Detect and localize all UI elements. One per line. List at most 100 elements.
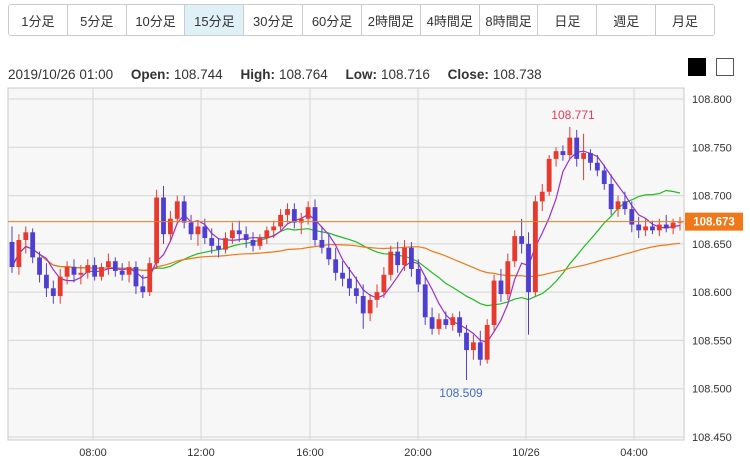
candle (484, 319, 490, 364)
candle-body (216, 245, 222, 250)
ohlc-readout: 2019/10/26 01:00 Open: 108.744 High: 108.7… (8, 67, 542, 82)
candle-body (532, 201, 538, 293)
candle-body (581, 153, 586, 159)
candle (9, 226, 15, 273)
candle-body (347, 278, 352, 289)
candle-body (312, 207, 318, 240)
timeframe-tab-9[interactable]: 日足 (538, 5, 598, 35)
candle (663, 214, 669, 233)
y-tick-label: 108.650 (692, 239, 732, 251)
candle (291, 203, 297, 229)
candle (526, 232, 531, 335)
timeframe-tab-7[interactable]: 4時間足 (420, 5, 480, 35)
candle-body (188, 222, 194, 235)
candle (147, 257, 153, 297)
light-theme-toggle[interactable] (716, 58, 734, 76)
candle (615, 195, 621, 217)
candle-body (367, 299, 373, 314)
candle (636, 216, 642, 239)
timeframe-tab-5[interactable]: 60分足 (303, 5, 362, 35)
candle (92, 257, 98, 281)
candle-body (30, 232, 36, 258)
candle (78, 265, 84, 285)
candle (470, 334, 476, 360)
candle-body (99, 267, 104, 277)
y-tick-label: 108.500 (692, 384, 732, 396)
candle (622, 191, 628, 215)
timeframe-tab-8[interactable]: 8時間足 (479, 5, 539, 35)
candle-body (477, 342, 483, 360)
candle (581, 133, 586, 181)
candle (477, 330, 483, 366)
timeframe-tabs: 1分足 5分足 10分足 15分足 30分足 60分足 2時間足 4時間足 8時間足 日足 週足 月足 (8, 4, 715, 36)
candle (312, 199, 318, 246)
y-tick-label: 108.750 (692, 142, 732, 154)
min-price-annotation: 108.509 (439, 386, 483, 400)
candle-body (16, 239, 22, 268)
candle (250, 232, 256, 252)
timeframe-tab-0[interactable]: 1分足 (9, 5, 68, 35)
candle (629, 201, 635, 233)
timeframe-tab-6[interactable]: 2時間足 (361, 5, 421, 35)
candle (512, 230, 518, 268)
x-tick-label: 12:00 (187, 447, 215, 459)
candle-body (402, 247, 407, 266)
timeframe-tab-10[interactable]: 週足 (597, 5, 657, 35)
candle (567, 127, 573, 159)
timeframe-tab-3[interactable]: 15分足 (185, 5, 245, 35)
timeframe-tab-1[interactable]: 5分足 (67, 5, 127, 35)
open-label: Open: (130, 67, 170, 82)
candle-body (181, 201, 187, 223)
candle (553, 147, 559, 167)
timeframe-tab-4[interactable]: 30分足 (244, 5, 304, 35)
candle (333, 247, 339, 281)
candle (106, 253, 111, 275)
candle (422, 276, 428, 325)
y-axis: 108.800 108.750 108.700 108.650 108.600 108.5… (692, 94, 732, 444)
x-tick-label: 04:00 (620, 447, 648, 459)
price-badge (685, 212, 743, 231)
candle-body (271, 226, 277, 231)
candle (174, 195, 180, 225)
candle (44, 263, 49, 297)
candle (23, 226, 29, 254)
candle-body (450, 317, 456, 325)
y-tick-label: 108.700 (692, 191, 732, 203)
candle-body (195, 226, 201, 235)
candle-body (92, 265, 98, 277)
moving-averages (11, 150, 681, 343)
candle-body (236, 230, 242, 235)
timeframe-tab-2[interactable]: 10分足 (126, 5, 186, 35)
dark-theme-toggle[interactable] (688, 58, 706, 76)
candle-body (670, 222, 676, 229)
candle (71, 259, 77, 283)
candles (9, 127, 683, 381)
candle (436, 313, 442, 335)
candle-body (374, 292, 380, 300)
candle (519, 218, 525, 254)
candle (57, 268, 63, 304)
candle-body (588, 153, 593, 163)
candle-body (615, 201, 621, 210)
candle-body (50, 288, 56, 297)
candle-body (333, 259, 339, 273)
candle (285, 203, 290, 223)
candle (539, 183, 545, 212)
candle-body (388, 251, 394, 275)
max-price-annotation: 108.771 (551, 108, 595, 122)
candle (99, 263, 104, 281)
high-label: High: (240, 67, 275, 82)
candle (64, 261, 70, 285)
candle-body (353, 288, 359, 297)
candle-body (491, 280, 497, 325)
candle (326, 234, 332, 266)
candle (271, 220, 277, 239)
open-value: 108.744 (173, 67, 223, 82)
timeframe-tab-11[interactable]: 月足 (656, 5, 714, 35)
candle (353, 276, 359, 304)
candle (216, 238, 222, 258)
candle (30, 228, 36, 264)
candle-body (546, 158, 552, 192)
candle (298, 212, 304, 235)
